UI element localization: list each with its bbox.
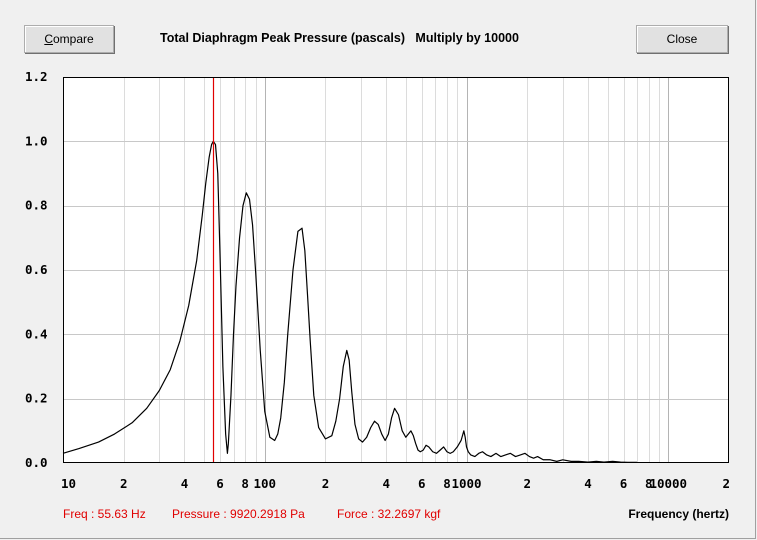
chart-title: Total Diaphragm Peak Pressure (pascals) … <box>160 31 519 45</box>
x-tick-label: 2 <box>523 476 531 491</box>
compare-accelerator: C <box>44 32 53 46</box>
x-tick-label: 1000 <box>451 476 481 491</box>
y-tick-label: 0.0 <box>25 455 48 470</box>
compare-label-rest: ompare <box>52 32 94 46</box>
status-pressure: Pressure : 9920.2918 Pa <box>172 507 305 521</box>
x-tick-label: 2 <box>322 476 330 491</box>
x-tick-label: 4 <box>181 476 189 491</box>
grid-lines <box>63 77 729 463</box>
x-tick-label: 2 <box>120 476 128 491</box>
x-tick-label: 8 <box>645 476 653 491</box>
x-tick-label: 6 <box>418 476 426 491</box>
x-tick-label: 6 <box>216 476 224 491</box>
x-tick-label: 4 <box>382 476 390 491</box>
x-axis-label: Frequency (hertz) <box>628 507 729 521</box>
y-tick-label: 0.4 <box>25 326 48 341</box>
y-tick-label: 0.2 <box>25 391 48 406</box>
close-label: Close <box>666 32 698 46</box>
pressure-curve <box>62 140 638 463</box>
plot-frame <box>63 77 729 463</box>
x-tick-label: 2 <box>722 476 730 491</box>
y-tick-label: 1.2 <box>25 69 48 84</box>
status-force: Force : 32.2697 kgf <box>337 507 441 521</box>
x-tick-label: 8 <box>241 476 249 491</box>
y-tick-label: 0.8 <box>25 198 48 213</box>
y-tick-label: 1.0 <box>25 133 48 148</box>
status-frequency: Freq : 55.63 Hz <box>63 507 146 521</box>
x-tick-label: 10000 <box>649 476 687 491</box>
x-tick-label: 8 <box>443 476 451 491</box>
y-tick-label: 0.6 <box>25 262 48 277</box>
x-tick-label: 10 <box>61 476 76 491</box>
close-button[interactable]: Close <box>636 25 728 53</box>
y-tick-labels: 0.0 0.2 0.4 0.6 0.8 1.0 1.2 <box>25 69 48 470</box>
x-tick-label: 4 <box>584 476 592 491</box>
x-tick-label: 6 <box>620 476 628 491</box>
x-tick-label: 100 <box>253 476 276 491</box>
